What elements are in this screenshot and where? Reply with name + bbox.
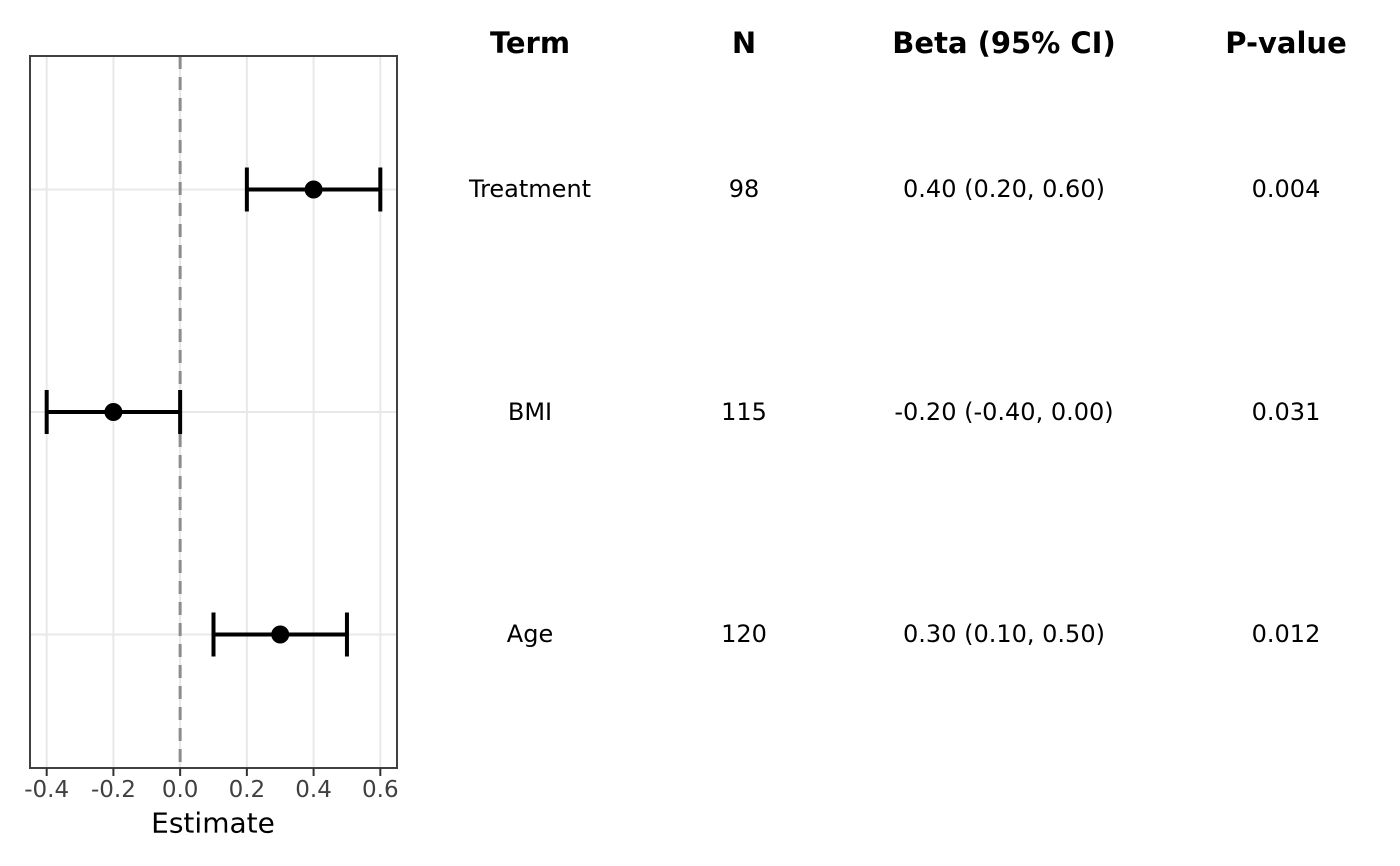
column-header-beta-ci: Beta (95% CI) [892,26,1116,60]
forest-plot: -0.4 -0.2 0.0 0.2 0.4 0.6 [24,55,399,803]
x-axis-label: Estimate [151,806,275,840]
x-tick-label: -0.4 [24,777,69,803]
x-tick-label: 0.4 [295,777,332,803]
term-cell: Treatment [468,175,592,203]
point-estimate-marker [304,180,323,199]
term-cell: BMI [507,398,553,426]
column-header-p-value: P-value [1225,26,1347,60]
point-estimate-marker [271,625,290,644]
beta-ci-cell: 0.40 (0.20, 0.60) [903,175,1105,203]
n-cell: 120 [721,620,767,648]
beta-ci-cell: 0.30 (0.10, 0.50) [903,620,1105,648]
p-value-cell: 0.031 [1251,398,1321,426]
column-header-n: N [731,26,757,60]
x-tick-label: 0.6 [362,777,399,803]
p-value-cell: 0.004 [1251,175,1321,203]
n-cell: 98 [728,175,760,203]
point-estimate-marker [104,403,123,421]
n-cell: 115 [721,398,767,426]
x-tick-label: 0.0 [162,777,199,803]
p-value-cell: 0.012 [1251,620,1321,648]
panel-border [29,55,398,769]
column-header-term: Term [489,26,571,60]
x-tick-label: -0.2 [91,777,136,803]
term-cell: Age [506,620,554,648]
beta-ci-cell: -0.20 (-0.40, 0.00) [894,398,1114,426]
x-tick-label: 0.2 [229,777,266,803]
